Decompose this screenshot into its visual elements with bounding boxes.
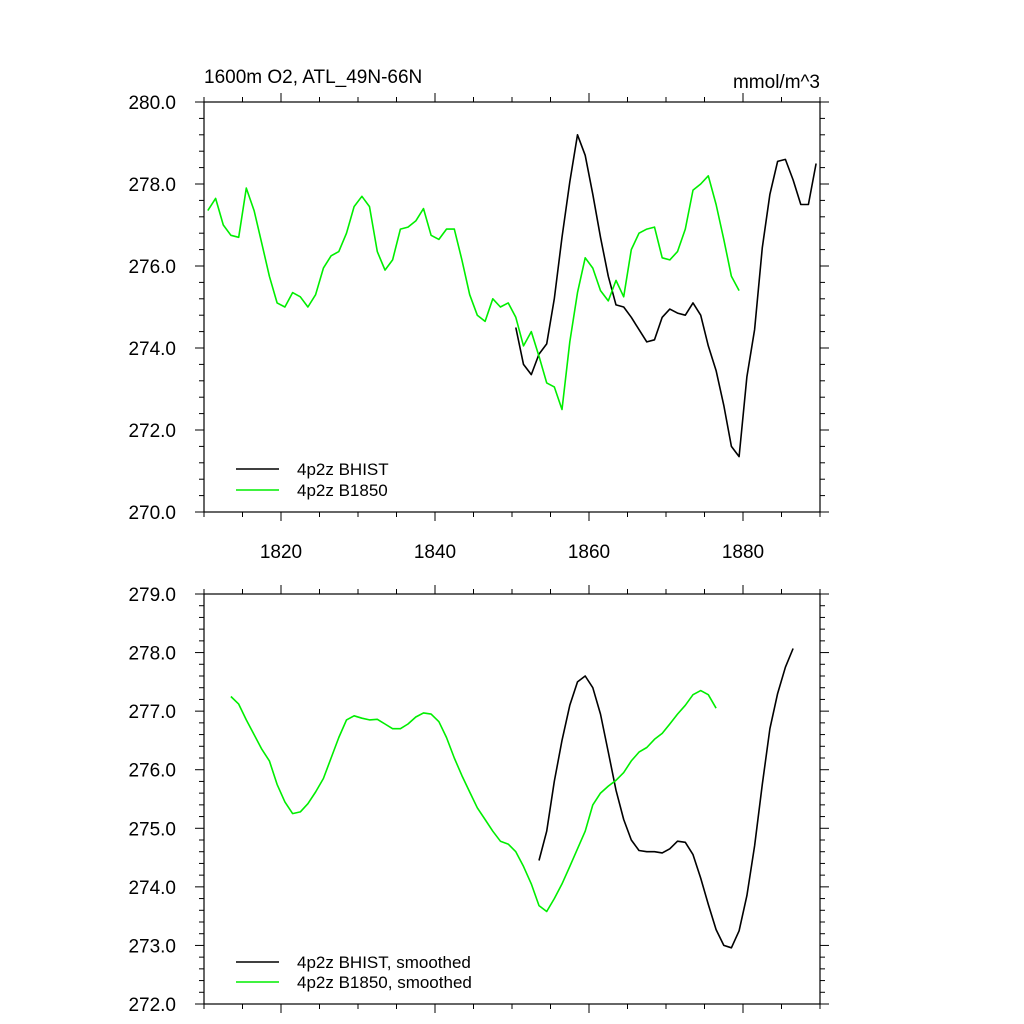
- chart-title-left: 1600m O2, ATL_49N-66N: [204, 67, 422, 88]
- x-tick-label: 1840: [414, 542, 456, 563]
- series-line-bhist: [515, 134, 817, 458]
- y-tick-label: 278.0: [128, 175, 176, 196]
- x-tick-label: 1820: [260, 542, 302, 563]
- x-tick-label: 1880: [722, 542, 764, 563]
- y-tick-label: 278.0: [128, 644, 176, 665]
- y-tick-label: 280.0: [128, 93, 176, 114]
- y-tick-label: 272.0: [128, 995, 176, 1016]
- x-tick-label: 1860: [568, 542, 610, 563]
- chart-units-label: mmol/m^3: [733, 72, 820, 93]
- y-tick-label: 272.0: [128, 421, 176, 442]
- y-tick-label: 279.0: [128, 585, 176, 606]
- y-tick-label: 274.0: [128, 339, 176, 360]
- y-tick-label: 273.0: [128, 936, 176, 957]
- y-tick-label: 276.0: [128, 761, 176, 782]
- plot-frame: [203, 101, 821, 513]
- y-tick-label: 270.0: [128, 503, 176, 524]
- legend-label: 4p2z BHIST: [297, 460, 389, 479]
- legend-label: 4p2z B1850: [297, 481, 388, 500]
- top-panel: 270.0 272.0 274.0 276.0 278.0 280.0 1820 1840 18…: [128, 93, 829, 563]
- bottom-panel: 272.0 273.0 274.0 275.0 276.0 277.0 278.0 279.0…: [128, 585, 829, 1016]
- series-line-b1850: [207, 175, 740, 411]
- y-tick-label: 274.0: [128, 878, 176, 899]
- legend-label: 4p2z BHIST, smoothed: [297, 953, 471, 972]
- series-line-bhist: [538, 648, 794, 949]
- legend-label: 4p2z B1850, smoothed: [297, 973, 472, 992]
- y-tick-label: 277.0: [128, 702, 176, 723]
- series-line-b1850: [230, 689, 717, 913]
- y-tick-label: 275.0: [128, 819, 176, 840]
- y-tick-label: 276.0: [128, 257, 176, 278]
- plot-frame: [203, 593, 821, 1005]
